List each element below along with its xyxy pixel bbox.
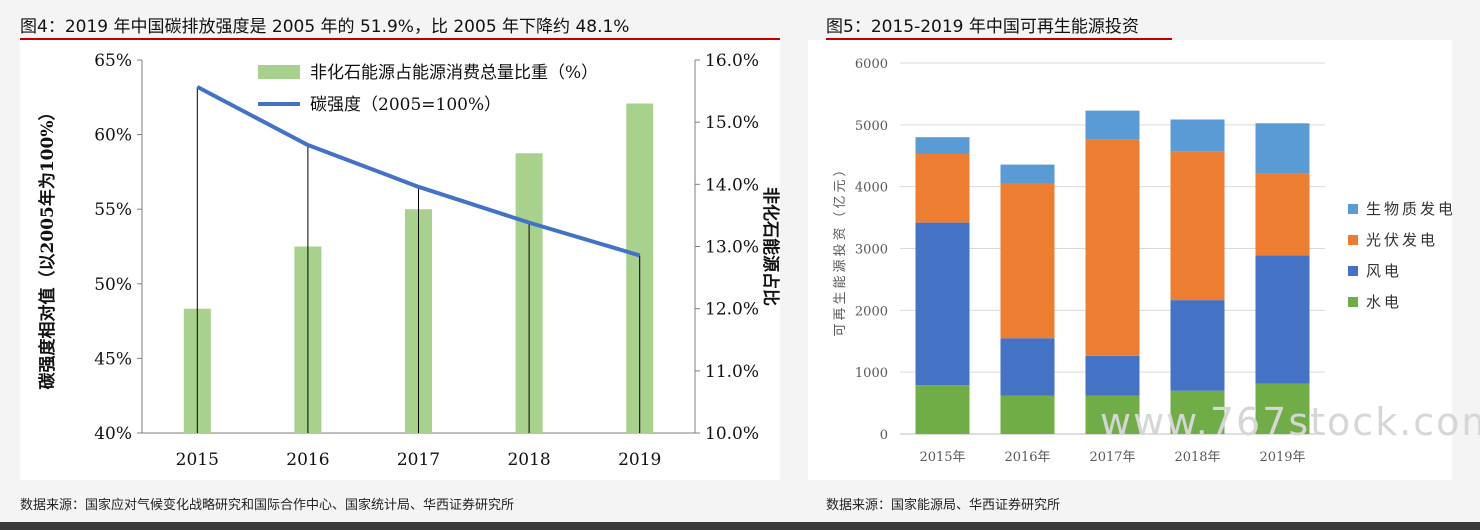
- bar-segment-生物质发电: [1170, 119, 1225, 152]
- y-tick-label: 0: [880, 428, 888, 443]
- bar-segment-风电: [1000, 338, 1055, 396]
- bar-segment-风电: [1255, 255, 1310, 384]
- left-y-tick-label: 45%: [94, 349, 132, 369]
- line-carbon-intensity: [196, 85, 641, 258]
- bar-segment-水电: [1255, 383, 1310, 434]
- y-tick-label: 2000: [855, 304, 888, 319]
- x-tick-label: 2018年: [1174, 450, 1220, 465]
- left-y-tick-label: 65%: [94, 51, 132, 71]
- bar-segment-光伏发电: [1000, 183, 1055, 339]
- bar-segment-风电: [1170, 300, 1225, 391]
- right-title-rule: [826, 38, 1172, 40]
- legend-label: 水电: [1366, 293, 1402, 311]
- renewable-investment-chart: 0 1000 2000 3000 4000 5000 6000 2015年 2016年 2017年…: [808, 40, 1452, 480]
- right-y-tick-label: 14.0%: [705, 175, 759, 195]
- y-tick-label: 6000: [855, 57, 888, 72]
- bar-segment-光伏发电: [1085, 139, 1140, 356]
- legend-label-line: 碳强度（2005=100%）: [310, 95, 501, 115]
- right-figure-title: 图5：2015-2019 年中国可再生能源投资: [826, 17, 1139, 37]
- left-figure-title: 图4：2019 年中国碳排放强度是 2005 年的 51.9%，比 2005 年…: [20, 17, 630, 37]
- bar-segment-生物质发电: [1255, 123, 1310, 174]
- y-tick-label: 5000: [855, 119, 888, 134]
- x-tick-label: 2017年: [1089, 450, 1135, 465]
- y-axis-title: 可再生能源投资（亿元）: [832, 160, 848, 336]
- watermark-text: www.767stock.com: [1100, 400, 1480, 444]
- left-y-tick-label: 60%: [94, 126, 132, 146]
- x-tick-label: 2017: [397, 450, 440, 470]
- bottom-bar: [0, 522, 1480, 530]
- right-y-tick-label: 12.0%: [705, 300, 759, 320]
- x-tick-label: 2016: [286, 450, 329, 470]
- y-tick-label: 1000: [855, 366, 888, 381]
- bar-segment-光伏发电: [1255, 173, 1310, 256]
- right-y-tick-label: 11.0%: [705, 362, 759, 382]
- x-tick-label: 2019: [618, 450, 661, 470]
- x-tick-label: 2016年: [1004, 450, 1050, 465]
- bar-segment-水电: [1000, 395, 1055, 434]
- bar-segment-生物质发电: [1085, 110, 1140, 140]
- right-y-tick-label: 16.0%: [705, 51, 759, 71]
- y-tick-label: 4000: [855, 181, 888, 196]
- bar-segment-生物质发电: [915, 137, 970, 154]
- bar-segment-水电: [1170, 390, 1225, 434]
- legend-swatch: [1348, 266, 1358, 276]
- left-title-rule: [20, 38, 780, 40]
- bar-segment-生物质发电: [1000, 164, 1055, 184]
- legend-label: 生物质发电: [1366, 200, 1452, 218]
- left-y-axis-title: 碳强度相对值（以2005年为100%）: [37, 104, 58, 390]
- bar-segment-水电: [915, 385, 970, 434]
- carbon-intensity-chart: 40% 45% 50% 55% 60% 65% 10.0% 11.0% 12.0% 13.0% 14…: [20, 40, 780, 480]
- left-plot-background: [20, 40, 780, 480]
- x-tick-label: 2019年: [1259, 450, 1305, 465]
- legend-swatch: [1348, 297, 1358, 307]
- x-tick-label: 2018: [507, 450, 550, 470]
- y-tick-label: 3000: [855, 243, 888, 258]
- legend-swatch-bar: [258, 65, 300, 79]
- legend-label: 风电: [1366, 262, 1402, 280]
- legend-swatch: [1348, 235, 1358, 245]
- right-y-tick-label: 15.0%: [705, 113, 759, 133]
- right-source-note: 数据来源：国家能源局、华西证券研究所: [826, 498, 1061, 513]
- left-y-tick-label: 55%: [94, 200, 132, 220]
- legend-swatch: [1348, 204, 1358, 214]
- right-y-axis-title: 非化石能源占比: [760, 187, 780, 306]
- right-y-tick-label: 10.0%: [705, 424, 759, 444]
- left-source-note: 数据来源：国家应对气候变化战略研究和国际合作中心、国家统计局、华西证券研究所: [20, 498, 515, 513]
- left-y-tick-label: 50%: [94, 275, 132, 295]
- x-tick-label: 2015年: [919, 450, 965, 465]
- bar-segment-光伏发电: [1170, 151, 1225, 301]
- bar-segment-风电: [915, 222, 970, 386]
- bar-segment-光伏发电: [915, 153, 970, 223]
- x-tick-label: 2015: [176, 450, 219, 470]
- bar-segment-水电: [1085, 395, 1140, 434]
- legend-label-bar: 非化石能源占能源消费总量比重（%）: [310, 63, 598, 83]
- right-y-tick-label: 13.0%: [705, 238, 759, 258]
- bar-segment-风电: [1085, 355, 1140, 396]
- left-y-tick-label: 40%: [94, 424, 132, 444]
- legend-label: 光伏发电: [1366, 231, 1438, 249]
